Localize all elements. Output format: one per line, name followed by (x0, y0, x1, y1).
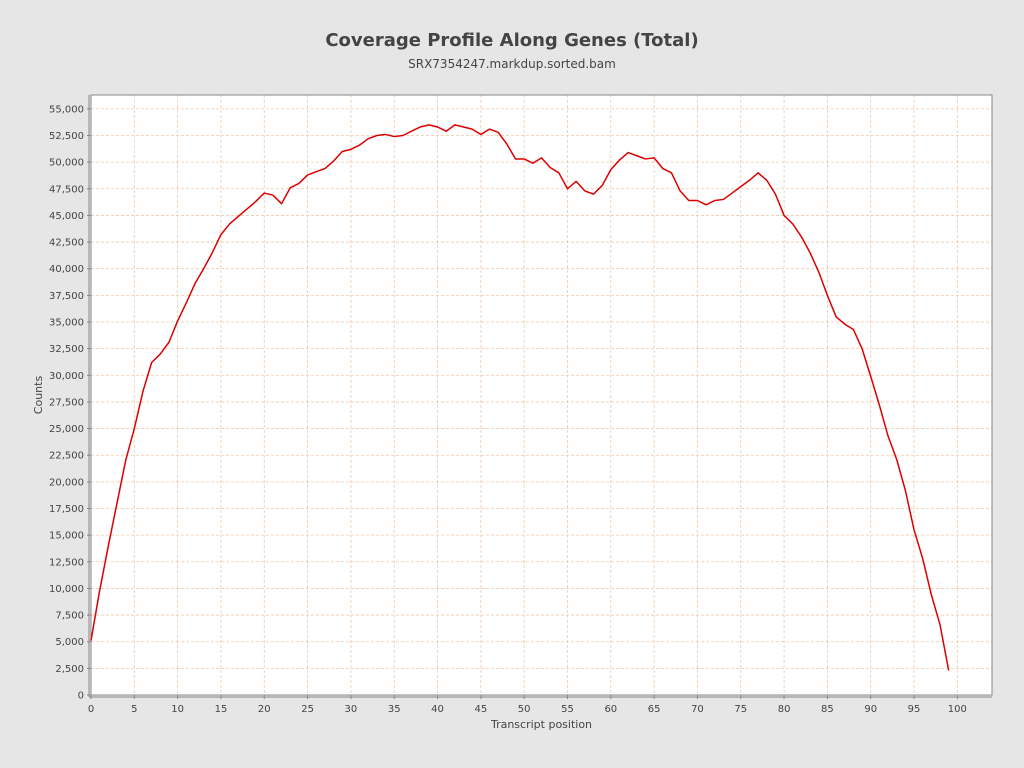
y-tick-label: 52,500 (49, 131, 84, 142)
y-tick-label: 5,000 (55, 637, 84, 648)
y-tick-label: 27,500 (49, 397, 84, 408)
x-tick-label: 85 (821, 704, 834, 715)
y-tick-label: 55,000 (49, 104, 84, 115)
x-tick-label: 100 (948, 704, 967, 715)
x-tick-label: 15 (215, 704, 228, 715)
x-tick-label: 5 (131, 704, 137, 715)
y-tick-label: 2,500 (55, 664, 84, 675)
y-tick-label: 32,500 (49, 344, 84, 355)
x-tick-label: 40 (431, 704, 444, 715)
series-layer (90, 124, 950, 671)
x-tick-label: 60 (604, 704, 617, 715)
y-tick-label: 17,500 (49, 504, 84, 515)
chart-title: Coverage Profile Along Genes (Total) (325, 30, 699, 51)
x-tick-label: 20 (258, 704, 271, 715)
plot-border (90, 94, 993, 696)
coverage-line (90, 124, 950, 671)
y-tick-label: 40,000 (49, 264, 84, 275)
x-tick-label: 70 (691, 704, 704, 715)
y-tick-label: 15,000 (49, 531, 84, 542)
y-tick-label: 12,500 (49, 557, 84, 568)
y-tick-label: 22,500 (49, 451, 84, 462)
plot-area (91, 95, 992, 695)
y-tick-label: 10,000 (49, 584, 84, 595)
chart-subtitle: SRX7354247.markdup.sorted.bam (408, 57, 616, 71)
y-tick-label: 50,000 (49, 158, 84, 169)
x-tick-label: 45 (474, 704, 487, 715)
y-tick-label: 7,500 (55, 611, 84, 622)
x-axis-label: Transcript position (490, 718, 592, 731)
y-tick-label: 45,000 (49, 211, 84, 222)
axes: 0 5 10 15 20 25 30 35 40 45 50 55 60 65 70 75 80 85 90 95 10… (49, 94, 993, 715)
x-tick-label: 75 (734, 704, 747, 715)
y-tick-label: 47,500 (49, 184, 84, 195)
x-tick-label: 25 (301, 704, 314, 715)
y-tick-label: 0 (78, 691, 84, 702)
x-tick-label: 65 (648, 704, 661, 715)
y-tick-label: 30,000 (49, 371, 84, 382)
x-tick-label: 0 (88, 704, 94, 715)
y-tick-label: 25,000 (49, 424, 84, 435)
x-tick-label: 10 (171, 704, 184, 715)
y-axis-label: Counts (32, 376, 45, 415)
x-tick-label: 80 (778, 704, 791, 715)
x-tick-label: 55 (561, 704, 574, 715)
x-tick-label: 95 (908, 704, 921, 715)
x-tick-label: 35 (388, 704, 401, 715)
grid-lines (91, 95, 992, 695)
y-tick-label: 20,000 (49, 477, 84, 488)
y-tick-label: 37,500 (49, 291, 84, 302)
y-tick-label: 42,500 (49, 238, 84, 249)
y-tick-label: 35,000 (49, 317, 84, 328)
x-tick-label: 50 (518, 704, 531, 715)
x-tick-label: 30 (345, 704, 358, 715)
x-tick-label: 90 (864, 704, 877, 715)
